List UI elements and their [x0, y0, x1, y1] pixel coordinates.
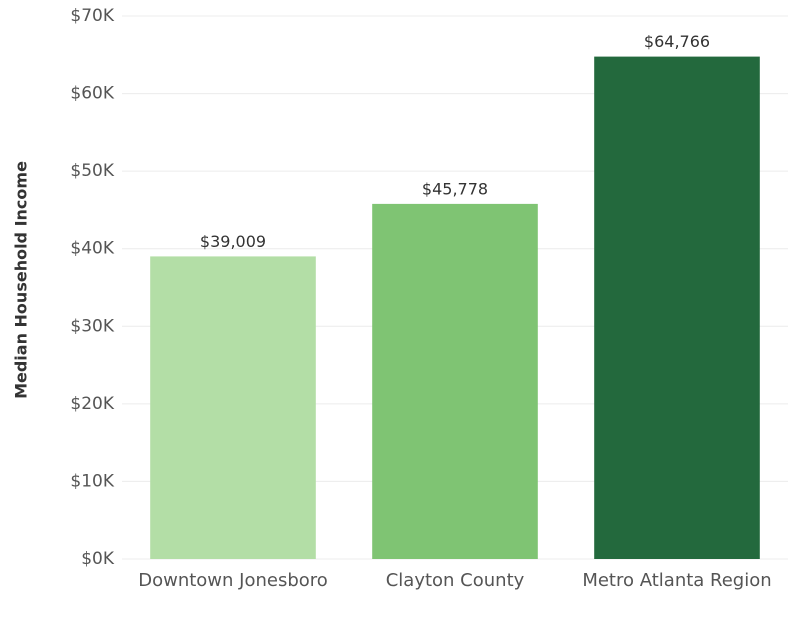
bar — [372, 203, 538, 560]
y-tick-label: $20K — [70, 394, 114, 414]
value-label: $39,009 — [200, 232, 266, 251]
y-tick-label: $70K — [70, 6, 114, 26]
y-axis-label: Median Household Income — [12, 161, 31, 399]
x-tick-label: Clayton County — [385, 570, 525, 591]
x-tick-label: Downtown Jonesboro — [138, 570, 328, 591]
y-tick-label: $10K — [70, 471, 114, 491]
y-tick-label: $0K — [81, 549, 115, 569]
y-tick-label: $60K — [70, 84, 114, 104]
x-tick-label: Metro Atlanta Region — [582, 570, 772, 591]
value-label: $64,766 — [644, 32, 710, 51]
bar — [594, 56, 760, 559]
value-label: $45,778 — [422, 179, 488, 198]
y-tick-label: $50K — [70, 161, 114, 181]
y-tick-label: $30K — [70, 316, 114, 336]
bar — [150, 256, 316, 559]
y-tick-label: $40K — [70, 239, 114, 259]
